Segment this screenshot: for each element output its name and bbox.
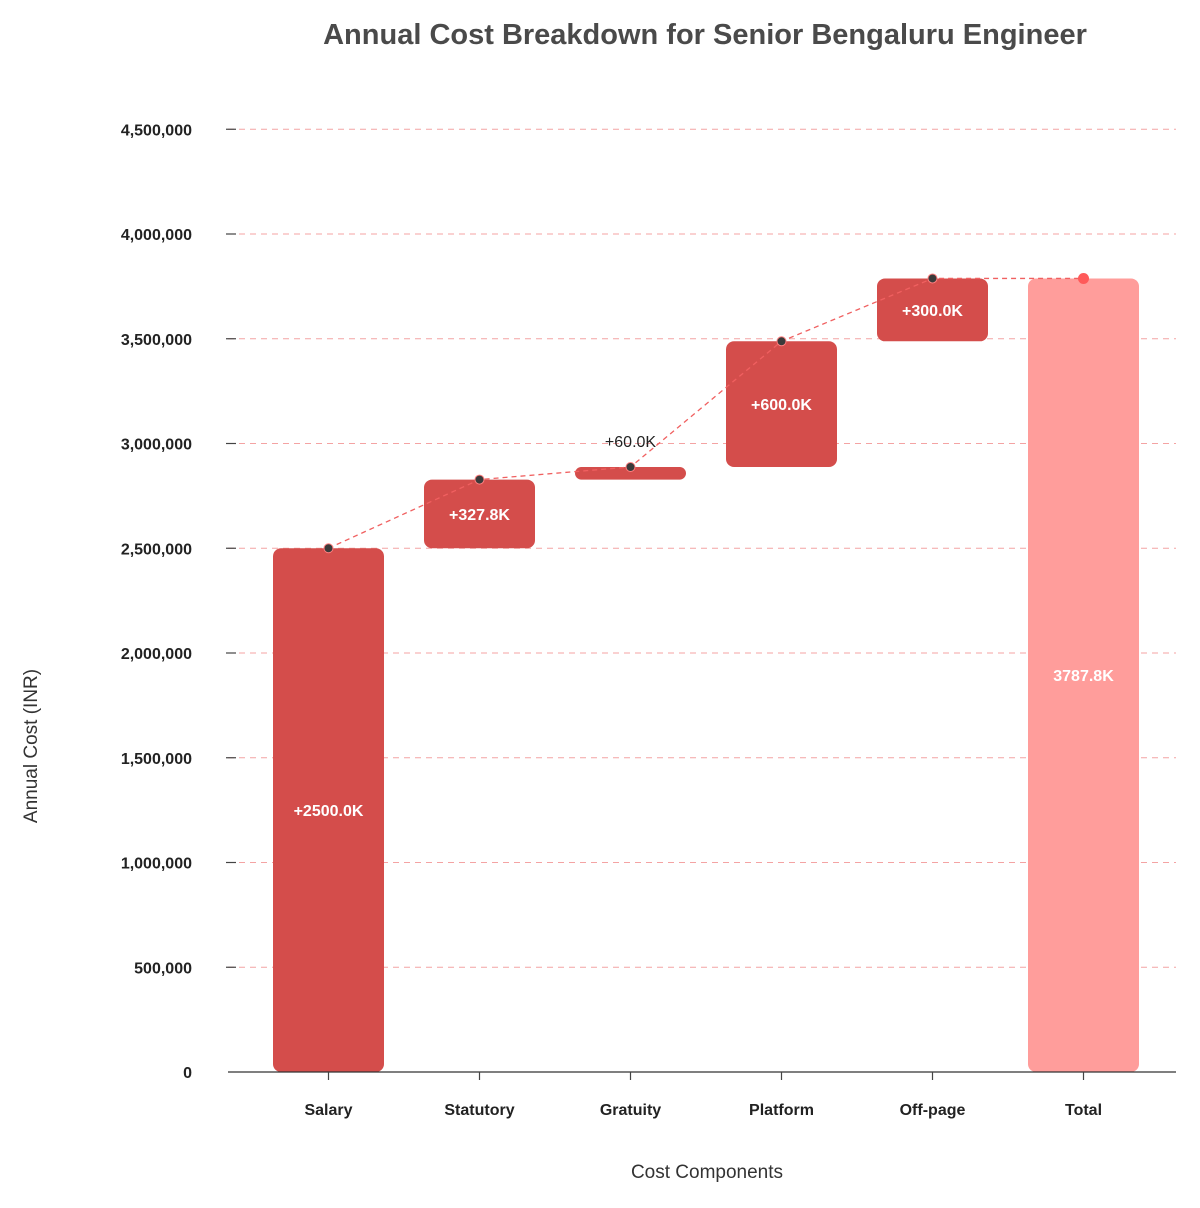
x-tick-label: Total: [1065, 1102, 1102, 1119]
gridlines: [228, 128, 1176, 968]
y-tick-label: 3,500,000: [121, 332, 192, 349]
y-tick-label: 4,000,000: [121, 227, 192, 244]
y-tick-label: 4,500,000: [121, 122, 192, 139]
x-tick-label: Off-page: [900, 1102, 966, 1119]
markers: [323, 272, 1089, 554]
y-tick-label: 1,500,000: [121, 751, 192, 768]
running-total-marker: [927, 273, 938, 284]
y-tick-label: 1,000,000: [121, 856, 192, 873]
bar-value-label: +600.0K: [751, 397, 812, 414]
running-total-line: [328, 277, 1084, 549]
bar-labels: +2500.0K +327.8K +60.0K +600.0K +300.0K 3787.…: [294, 303, 1115, 820]
bars: [273, 278, 1139, 1072]
running-total-marker: [323, 543, 334, 554]
y-tick-label: 3,000,000: [121, 437, 192, 454]
chart-title: Annual Cost Breakdown for Senior Bengalu…: [323, 19, 1087, 51]
y-tick-label: 500,000: [134, 960, 192, 977]
bar-value-label: +60.0K: [605, 434, 656, 451]
y-axis-title: Annual Cost (INR): [21, 669, 42, 823]
running-total-marker: [1078, 272, 1089, 284]
y-axis: 0 500,000 1,000,000 1,500,000 2,000,000 2,500…: [121, 122, 236, 1082]
running-total-marker: [474, 474, 485, 485]
y-tick-label: 2,500,000: [121, 541, 192, 558]
bar-total: [1028, 278, 1139, 1072]
y-tick-label: 0: [183, 1065, 192, 1082]
x-tick-label: Platform: [749, 1102, 814, 1119]
bar-value-label: +2500.0K: [294, 803, 364, 820]
bar-value-label: +300.0K: [902, 303, 963, 320]
x-tick-label: Gratuity: [600, 1102, 661, 1119]
x-axis: Salary Statutory Gratuity Platform Off-page T…: [228, 1071, 1176, 1119]
bar-gratuity: [575, 467, 686, 480]
running-total-marker: [776, 336, 787, 347]
bar-salary: [273, 548, 384, 1072]
bar-statutory: [424, 479, 535, 549]
bar-platform: [726, 341, 837, 468]
bar-off-page: [877, 278, 988, 342]
x-tick-label: Statutory: [444, 1102, 514, 1119]
bar-value-label: 3787.8K: [1053, 668, 1114, 685]
x-axis-title: Cost Components: [631, 1162, 783, 1183]
bar-value-label: +327.8K: [449, 507, 510, 524]
connectors: [328, 277, 1084, 549]
running-total-marker: [625, 462, 636, 473]
x-tick-label: Salary: [304, 1102, 352, 1119]
y-tick-label: 2,000,000: [121, 646, 192, 663]
